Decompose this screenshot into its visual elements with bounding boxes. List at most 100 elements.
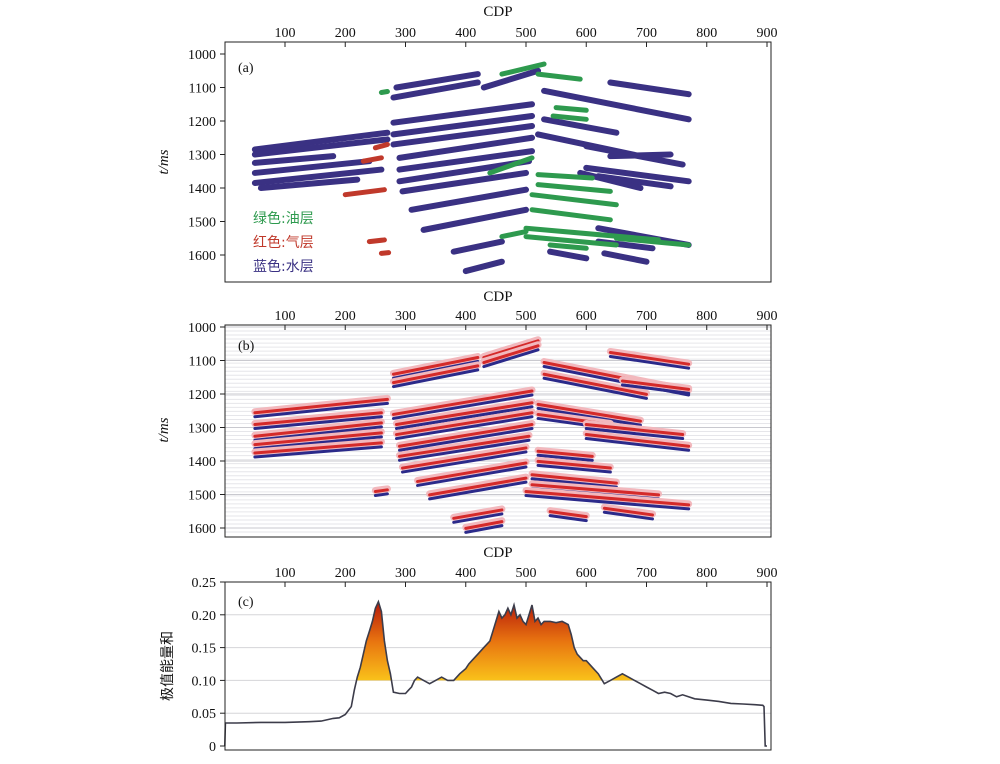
reflector-oil [550, 113, 589, 122]
panel-a-y-tick-label: 1300 [188, 149, 216, 164]
reflector-gas [372, 141, 390, 151]
panel-c-y-tick-label: 0 [209, 740, 216, 755]
wiggle-negative [391, 393, 534, 420]
wiggle-positive [391, 356, 480, 376]
wiggle-positive [394, 411, 534, 437]
wiggle-negative [482, 348, 540, 369]
panel-b-y-axis-title: t/ms [156, 417, 172, 442]
panel-c-x-ticks: 100 200 300 400 500 600 700 800 900 [275, 566, 778, 587]
panel-c-x-tick-label: 700 [636, 566, 657, 581]
reflector-water [607, 79, 692, 98]
panel-c-y-tick-label: 0.05 [192, 707, 217, 722]
wiggle-negative [548, 514, 588, 523]
panel-a-y-axis-title: t/ms [156, 149, 172, 174]
panel-c-x-axis-title: CDP [483, 545, 512, 561]
panel-c-y-axis-title: 极值能量和 [160, 631, 176, 701]
panel-c-frame [224, 581, 772, 751]
reflector-oil [535, 172, 595, 181]
panel-a-x-tick-label: 200 [335, 26, 356, 41]
wiggle-positive [620, 379, 691, 391]
reflector-water [462, 258, 505, 275]
reflector-water [396, 134, 536, 161]
legend-item-water: 蓝色:水层 [253, 258, 314, 275]
reflector-water [251, 136, 391, 158]
panel-a-y-tick-label: 1600 [188, 249, 216, 264]
panel-a-marks [251, 61, 692, 275]
panel-a-y-tick-label: 1400 [188, 182, 216, 197]
wiggle-positive [397, 423, 534, 448]
reflector-water [396, 148, 536, 173]
panel-a-y-tick-label: 1200 [188, 115, 216, 130]
panel-b-x-tick-label: 500 [516, 309, 537, 324]
panel-c-x-tick-label: 400 [455, 566, 476, 581]
panel-a-tag: (a) [238, 61, 254, 76]
panel-b-x-tick-label: 900 [757, 309, 778, 324]
panel-c-x-tick-label: 500 [516, 566, 537, 581]
reflector-oil [378, 89, 390, 96]
reflector-oil [535, 182, 613, 194]
panel-b-marks [251, 336, 693, 534]
reflector-water [450, 238, 505, 255]
reflector-water [541, 116, 620, 136]
reflector-oil [547, 242, 589, 251]
panel-b-x-ticks: 100 200 300 400 500 600 700 800 900 [275, 309, 778, 330]
panel-c-y-tick-label: 0.25 [192, 576, 217, 591]
panel-a-y-tick-label: 1100 [189, 82, 216, 97]
wiggle-positive [536, 459, 612, 470]
wiggle-positive [464, 520, 504, 530]
panel-b-y-ticks: 1000 1100 1200 1300 1400 1500 1600 [188, 321, 225, 537]
panel-a-y-tick-label: 1000 [188, 48, 216, 63]
panel-a-x-tick-label: 100 [275, 26, 296, 41]
reflector-water [607, 151, 674, 160]
reflector-water [601, 250, 650, 265]
wiggle-negative [394, 405, 534, 430]
wiggle-positive [452, 508, 504, 520]
reflector-gas [342, 187, 387, 198]
panel-c-x-tick-label: 900 [757, 566, 778, 581]
panel-b-x-tick-label: 600 [576, 309, 597, 324]
reflector-water [420, 206, 529, 233]
panel-b-y-tick-label: 1200 [188, 388, 216, 403]
wiggle-negative [397, 438, 531, 462]
wiggle-negative [536, 406, 642, 427]
panel-a-x-tick-label: 900 [757, 26, 778, 41]
panel-b-x-tick-label: 400 [455, 309, 476, 324]
legend-item-gas: 红色:气层 [253, 234, 314, 251]
reflector-oil [553, 105, 589, 113]
wiggle-negative [400, 450, 528, 474]
reflector-water [390, 112, 536, 138]
panel-a-x-tick-label: 400 [455, 26, 476, 41]
reflector-water [408, 186, 529, 213]
reflector-water [390, 123, 536, 148]
panel-a-x-tick-label: 700 [636, 26, 657, 41]
wiggle-negative [428, 480, 528, 501]
panel-b: 100 200 300 400 500 600 700 800 900 1000 1100 1200… [156, 289, 778, 538]
reflector-oil [529, 192, 619, 208]
panel-c-y-tick-label: 0.15 [192, 642, 217, 657]
wiggle-positive [253, 421, 383, 438]
reflector-water [390, 101, 536, 126]
panel-c-energy-fill [356, 601, 635, 681]
panel-a-y-ticks: 1000 1100 1200 1300 1400 1500 1600 [188, 48, 225, 264]
panel-b-x-tick-label: 700 [636, 309, 657, 324]
wiggle-positive [584, 433, 691, 448]
reflector-oil [613, 235, 692, 248]
panel-c-x-tick-label: 100 [275, 566, 296, 581]
reflector-water [393, 71, 481, 91]
reflector-water [541, 87, 692, 123]
panel-c-y-ticks: 0 0.05 0.10 0.15 0.20 0.25 [192, 576, 225, 755]
wiggle-positive [428, 476, 528, 497]
panel-b-y-tick-label: 1300 [188, 422, 216, 437]
wiggle-positive [530, 473, 618, 485]
wiggle-positive [536, 402, 642, 423]
wiggle-negative [542, 376, 648, 400]
panel-a-x-tick-label: 300 [395, 26, 416, 41]
wiggle-positive [253, 441, 383, 455]
wiggle-negative [253, 435, 383, 451]
panel-b-x-tick-label: 300 [395, 309, 416, 324]
panel-a-x-tick-label: 800 [696, 26, 717, 41]
panel-c-y-tick-label: 0.20 [192, 609, 217, 624]
wiggle-negative [608, 354, 691, 370]
reflector-water [251, 166, 385, 186]
